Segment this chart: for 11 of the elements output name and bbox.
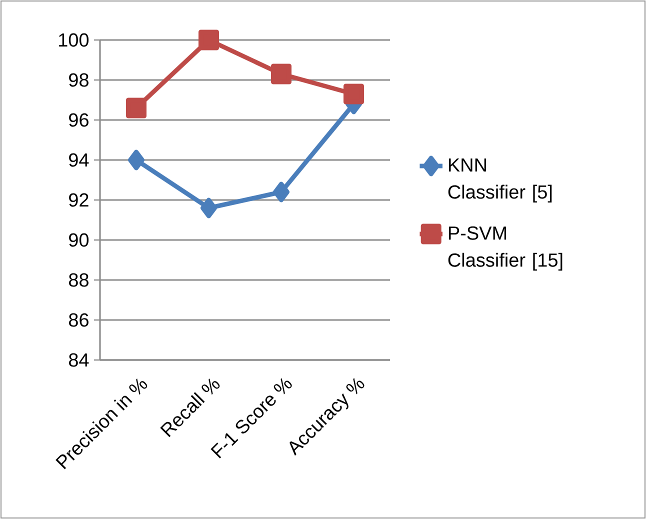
y-tick-label: 92	[69, 193, 88, 207]
y-tick-label: 94	[69, 153, 89, 167]
y-tick-label: 96	[69, 113, 88, 127]
y-tick-label: 100	[59, 33, 89, 47]
y-tick-label: 88	[68, 273, 88, 287]
y-tick-label: 90	[69, 233, 89, 247]
y-tick-label: 86	[68, 313, 88, 327]
y-tick-label: 84	[68, 353, 89, 367]
y-tick-label: 98	[69, 73, 88, 87]
legend-label: P-SVM Classifier [15]	[448, 226, 562, 271]
legend-label: KNN Classifier [5]	[448, 158, 552, 202]
